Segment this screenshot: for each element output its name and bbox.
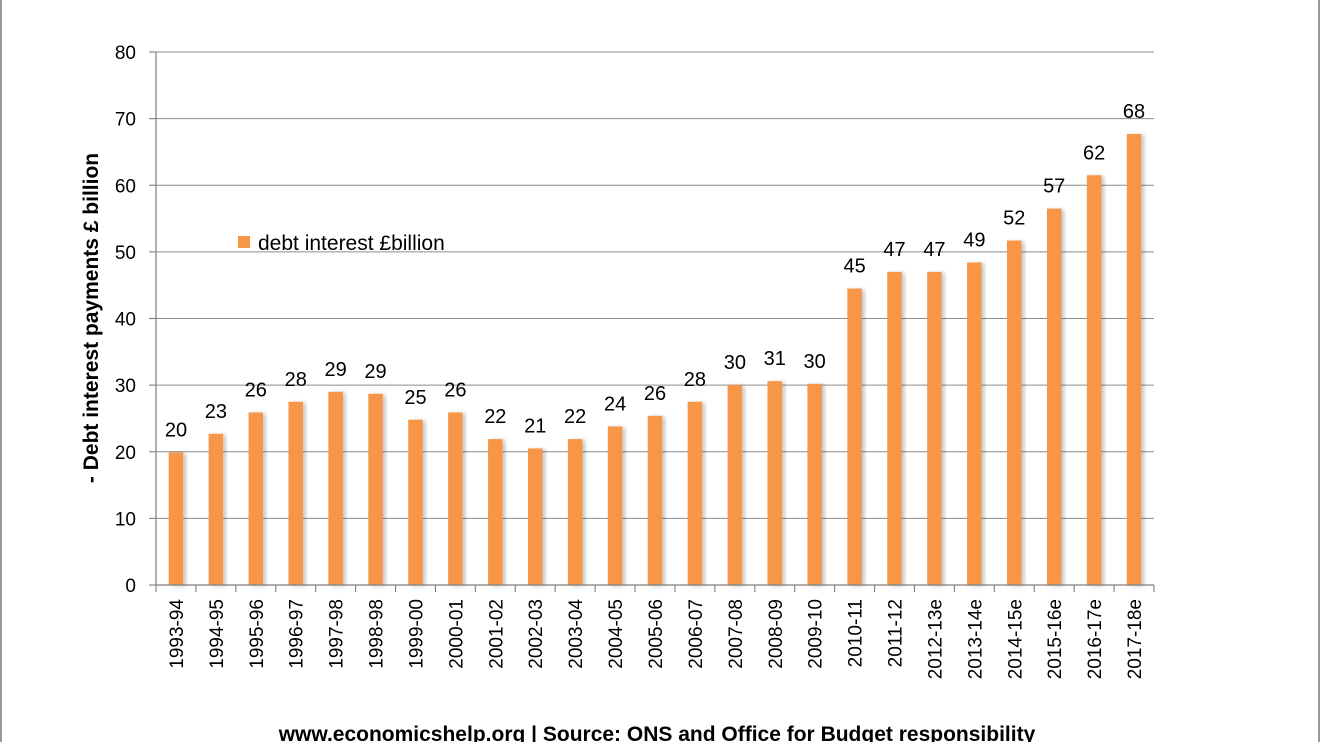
x-tick-label: 2004-05 [606, 599, 627, 669]
x-tick-label: 2005-06 [646, 599, 667, 669]
data-label: 26 [644, 383, 666, 405]
bar [1007, 240, 1022, 585]
y-tick-label: 30 [115, 376, 136, 397]
data-labels: 20 23 26 28 29 29 25 26 22 21 22 24 26 28 30 31 30 45 47 47… [165, 101, 1145, 441]
data-label: 20 [165, 419, 187, 441]
data-label: 47 [883, 239, 905, 261]
x-tick-label: 1995-96 [247, 599, 268, 669]
x-tick-label: 2015-16e [1045, 599, 1066, 679]
bar [488, 439, 503, 585]
data-label: 68 [1123, 101, 1145, 123]
bar [168, 452, 184, 585]
y-tick-label: 0 [125, 576, 136, 597]
bar [448, 412, 463, 585]
y-tick-label: 50 [115, 243, 136, 264]
x-tick-label: 2011-12 [886, 599, 907, 667]
data-label: 26 [245, 379, 267, 401]
data-label: 30 [804, 351, 826, 373]
bar [847, 288, 862, 585]
x-tick-label: 2016-17e [1085, 599, 1106, 679]
bar [288, 401, 303, 585]
data-label: 52 [1003, 208, 1025, 230]
x-tick-label: 2003-04 [566, 599, 587, 669]
y-tick-label: 70 [115, 110, 136, 131]
x-axis-ticks: 1993-94 1994-95 1995-96 1996-97 1997-98 1998-… [167, 599, 1146, 680]
bar-series [168, 133, 1142, 586]
data-label: 21 [524, 415, 546, 437]
x-tick-label: 2014-15e [1005, 599, 1026, 679]
legend-label: debt interest £billion [258, 232, 445, 255]
bar [607, 426, 623, 585]
y-tick-label: 10 [115, 509, 136, 530]
data-label: 28 [285, 369, 307, 391]
data-label: 26 [444, 379, 466, 401]
bar [887, 271, 902, 585]
x-tick-label: 1998-98 [367, 599, 388, 669]
bar [687, 401, 703, 585]
data-label: 22 [564, 406, 586, 428]
x-tick-label: 2000-01 [446, 599, 467, 669]
bar [368, 393, 383, 585]
x-tick-label: 2001-02 [486, 599, 507, 669]
bar [527, 448, 543, 585]
legend: debt interest £billion [238, 232, 445, 255]
data-label: 31 [764, 348, 786, 370]
bar [727, 385, 743, 585]
x-tick-label: 1997-98 [327, 599, 348, 669]
x-tick-label: 2017-18e [1125, 599, 1146, 679]
data-label: 24 [604, 393, 626, 415]
bar [248, 412, 264, 585]
x-tick-label: 2009-10 [806, 599, 827, 669]
legend-swatch [238, 236, 250, 248]
x-tick-label: 1994-95 [207, 599, 228, 669]
x-tick-label: 2006-07 [686, 599, 707, 669]
x-tick-label: 2012-13e [925, 599, 946, 679]
data-label: 25 [404, 387, 426, 409]
data-label: 30 [724, 352, 746, 374]
y-tick-label: 40 [115, 310, 136, 331]
x-tick-label: 2007-08 [726, 599, 747, 669]
bar [767, 381, 783, 585]
data-label: 49 [963, 230, 985, 252]
data-label: 45 [843, 256, 865, 278]
y-axis-label: - Debt interest payments £ billion [80, 153, 103, 483]
bar [208, 433, 224, 585]
bar [647, 415, 663, 585]
bar [1126, 133, 1142, 586]
bar [807, 383, 822, 585]
y-tick-label: 60 [115, 176, 136, 197]
bar [967, 262, 982, 585]
x-tick-label: 1999-00 [406, 599, 427, 669]
data-label: 47 [923, 239, 945, 261]
data-label: 62 [1083, 142, 1105, 164]
data-label: 57 [1043, 176, 1065, 198]
data-label: 23 [205, 401, 227, 423]
x-tick-label: 1993-94 [167, 599, 188, 669]
source-footer: www.economicshelp.org | Source: ONS and … [278, 723, 1036, 742]
x-tick-label: 2013-14e [965, 599, 986, 679]
x-tick-label: 1996-97 [287, 599, 308, 669]
data-label: 22 [484, 406, 506, 428]
bar [408, 419, 423, 585]
bar [567, 439, 583, 585]
x-tick-label: 2002-03 [526, 599, 547, 669]
y-tick-label: 20 [115, 443, 136, 464]
x-tick-label: 2008-09 [766, 599, 787, 669]
bar [1046, 208, 1062, 585]
bar [927, 271, 942, 585]
bar [328, 391, 343, 585]
y-tick-label: 80 [115, 43, 136, 64]
data-label: 29 [364, 361, 386, 383]
y-axis-ticks: 0 10 20 30 40 50 60 70 80 [115, 43, 136, 597]
bar [1086, 175, 1102, 585]
x-tick-label: 2010-11 [846, 599, 867, 667]
data-label: 29 [325, 359, 347, 381]
data-label: 28 [684, 369, 706, 391]
